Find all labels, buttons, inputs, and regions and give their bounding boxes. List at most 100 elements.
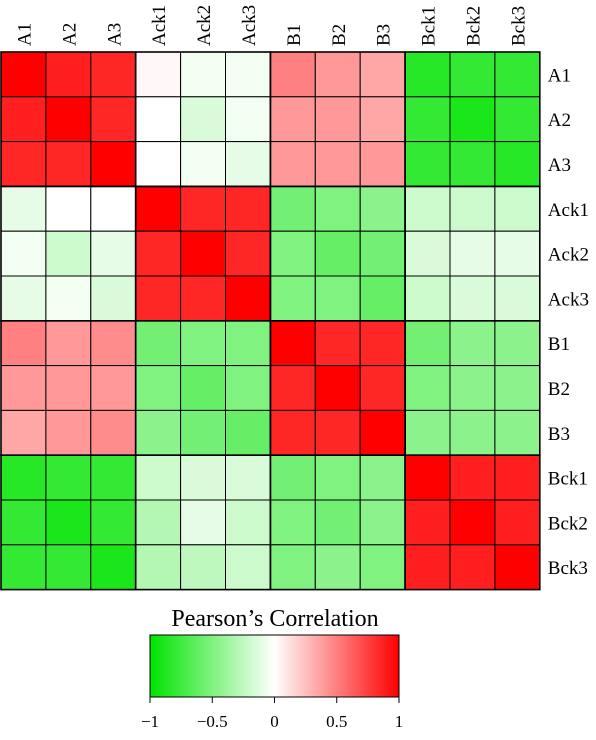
- heatmap-cell-B1-A1: [0, 320, 47, 367]
- column-label-Bck1: Bck1: [419, 6, 440, 46]
- heatmap-cell-Ack1-A3: [90, 185, 137, 232]
- heatmap-cell-B3-Bck2: [449, 409, 496, 456]
- heatmap-cell-Ack2-Ack3: [225, 230, 271, 277]
- heatmap-cell-Bck2-A1: [0, 499, 47, 546]
- heatmap-cell-Ack3-Bck2: [449, 275, 496, 322]
- heatmap-cell-Bck1-Bck1: [404, 454, 451, 501]
- row-label-A3: A3: [548, 155, 571, 176]
- heatmap-cell-A3-Bck3: [494, 141, 541, 187]
- heatmap-cell-Ack1-B1: [269, 185, 316, 232]
- heatmap-cell-Ack1-A2: [45, 185, 92, 232]
- heatmap-cell-Bck2-Ack1: [135, 499, 182, 546]
- row-label-Ack2: Ack2: [548, 245, 589, 266]
- heatmap-cell-B2-B3: [359, 365, 406, 411]
- color-legend: Pearson’s Correlation −1 −0.5 0 0.5 1: [141, 606, 403, 731]
- heatmap-cell-B1-B2: [314, 320, 361, 367]
- heatmap-cell-B1-Ack1: [135, 320, 182, 367]
- heatmap-cell-Ack1-Bck1: [404, 185, 451, 232]
- heatmap-cell-Ack2-A1: [0, 230, 47, 277]
- heatmap-cell-Ack2-B3: [359, 230, 406, 277]
- heatmap-cell-B1-Bck1: [404, 320, 451, 367]
- heatmap-cell-Ack3-A2: [45, 275, 92, 322]
- legend-ticks: −1 −0.5 0 0.5 1: [141, 697, 403, 731]
- column-label-B3: B3: [374, 24, 395, 46]
- heatmap-cell-A1-Ack3: [225, 51, 271, 98]
- heatmap-cell-A1-Ack1: [135, 51, 182, 98]
- heatmap-cell-A3-Ack2: [180, 141, 227, 187]
- heatmap-cell-Bck1-A2: [45, 454, 92, 501]
- heatmap-cell-B1-Ack3: [225, 320, 271, 367]
- column-label-A2: A2: [59, 23, 80, 46]
- row-label-A1: A1: [548, 65, 571, 86]
- heatmap-cell-Bck3-Bck2: [449, 544, 496, 591]
- heatmap-cell-B2-Bck3: [494, 365, 541, 411]
- column-label-Ack1: Ack1: [149, 5, 170, 46]
- heatmap-cell-Bck1-Ack3: [225, 454, 271, 501]
- block-border: [404, 454, 541, 591]
- heatmap-cell-A3-B1: [269, 141, 316, 187]
- heatmap-cell-Bck3-B3: [359, 544, 406, 591]
- column-labels: A1 A2 A3 Ack1 Ack2 Ack3 B1 B2 B3 Bck1 Bck2 Bck3: [14, 5, 529, 46]
- heatmap-cell-B3-Ack2: [180, 409, 227, 456]
- heatmap-cell-B1-Bck3: [494, 320, 541, 367]
- heatmap-cell-B3-B3: [359, 409, 406, 456]
- heatmap-cell-B3-A2: [45, 409, 92, 456]
- heatmap-cell-Bck2-Bck1: [404, 499, 451, 546]
- heatmap-cell-Bck2-Bck3: [494, 499, 541, 546]
- heatmap-cell-Bck2-Ack2: [180, 499, 227, 546]
- heatmap-cell-B1-A2: [45, 320, 92, 367]
- heatmap-cell-B2-B2: [314, 365, 361, 411]
- heatmap-cell-Bck3-A1: [0, 544, 47, 591]
- heatmap-cell-B3-B1: [269, 409, 316, 456]
- heatmap-cell-B1-Ack2: [180, 320, 227, 367]
- heatmap-cell-B2-Bck2: [449, 365, 496, 411]
- heatmap-cell-B1-Bck2: [449, 320, 496, 367]
- heatmap-cell-A2-B1: [269, 96, 316, 143]
- heatmap-cell-A1-Bck1: [404, 51, 451, 98]
- heatmap-cell-A2-Bck3: [494, 96, 541, 143]
- heatmap-cell-A1-Bck3: [494, 51, 541, 98]
- legend-title: Pearson’s Correlation: [171, 606, 378, 632]
- heatmap-cell-Ack1-B2: [314, 185, 361, 232]
- legend-tick-label: −1: [141, 712, 159, 731]
- row-label-Ack3: Ack3: [548, 289, 589, 310]
- heatmap-cell-A2-A2: [45, 96, 92, 143]
- heatmap-cell-Ack2-Bck3: [494, 230, 541, 277]
- heatmap-cell-A3-A2: [45, 141, 92, 187]
- heatmap-cell-A1-A1: [0, 51, 47, 98]
- heatmap-cell-Ack1-Bck2: [449, 185, 496, 232]
- heatmap-cell-A2-A1: [0, 96, 47, 143]
- column-label-B1: B1: [284, 24, 305, 46]
- row-label-Bck2: Bck2: [548, 513, 588, 534]
- heatmap-cell-A2-Ack1: [135, 96, 182, 143]
- column-label-A1: A1: [14, 23, 35, 46]
- heatmap-cell-A1-A2: [45, 51, 92, 98]
- heatmap-cell-B3-B2: [314, 409, 361, 456]
- heatmap-cell-Bck3-A2: [45, 544, 92, 591]
- heatmap-cell-Bck1-B3: [359, 454, 406, 501]
- heatmap-cell-A1-B3: [359, 51, 406, 98]
- heatmap-cells: [0, 51, 541, 591]
- heatmap-cell-Bck2-B2: [314, 499, 361, 546]
- heatmap-cell-A3-Ack3: [225, 141, 271, 187]
- heatmap-cell-B3-Ack1: [135, 409, 182, 456]
- heatmap-cell-Ack2-Bck1: [404, 230, 451, 277]
- heatmap-cell-Bck2-B3: [359, 499, 406, 546]
- heatmap-cell-A3-A1: [0, 141, 47, 187]
- row-label-Bck1: Bck1: [548, 469, 588, 490]
- heatmap-cell-Bck1-Bck2: [449, 454, 496, 501]
- heatmap-cell-Ack3-B1: [269, 275, 316, 322]
- heatmap-cell-Ack1-Ack1: [135, 185, 182, 232]
- heatmap-cell-Bck1-Ack2: [180, 454, 227, 501]
- heatmap-cell-Bck1-B1: [269, 454, 316, 501]
- heatmap-cell-A3-B3: [359, 141, 406, 187]
- heatmap-cell-A3-A3: [90, 141, 137, 187]
- heatmap-cell-Bck1-A1: [0, 454, 47, 501]
- heatmap-cell-Bck1-B2: [314, 454, 361, 501]
- heatmap-cell-B3-A1: [0, 409, 47, 456]
- column-label-Ack3: Ack3: [239, 5, 260, 46]
- heatmap-cell-Ack1-A1: [0, 185, 47, 232]
- legend-tick-label: −0.5: [197, 712, 228, 731]
- heatmap-cell-Ack2-A3: [90, 230, 137, 277]
- heatmap-cell-Bck2-Bck2: [449, 499, 496, 546]
